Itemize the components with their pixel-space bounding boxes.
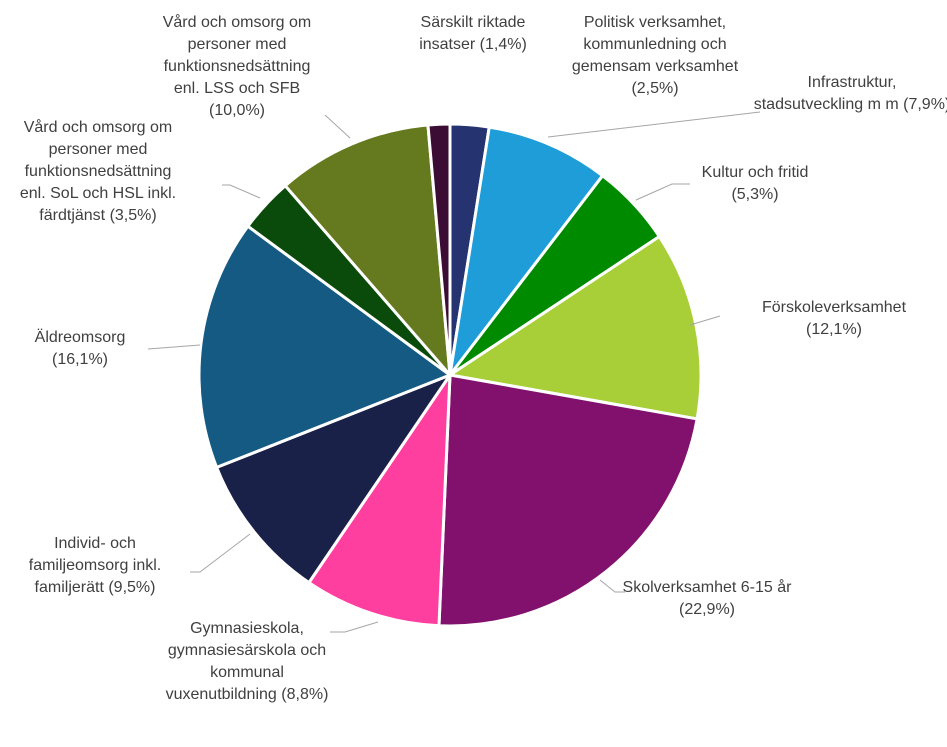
value-label: (3,5%) — [109, 207, 157, 224]
pie-slice — [197, 224, 452, 469]
leader-line — [547, 111, 761, 138]
pie-slice — [437, 373, 699, 628]
leader-line — [222, 184, 261, 199]
pie-slice — [307, 373, 452, 628]
slice-label: Individ- och familjeomsorg inkl. familje… — [8, 533, 183, 599]
value-label: (8,8%) — [281, 686, 329, 703]
slice-label: Politisk verksamhet, kommunledning och g… — [565, 12, 745, 100]
leader-line — [147, 344, 201, 350]
category-label: Kultur och fritid — [701, 164, 809, 181]
pie-slice — [215, 373, 452, 585]
category-label: Vård och omsorg om personer med funktion… — [162, 14, 312, 97]
value-label: (2,5%) — [631, 80, 679, 97]
slice-label: Kultur och fritid (5,3%) — [680, 162, 830, 206]
pie-slice — [448, 235, 703, 421]
category-label: Individ- och familjeomsorg inkl. familje… — [28, 535, 162, 596]
category-label: Infrastruktur, stadsutveckling m m — [753, 74, 899, 113]
leader-line — [190, 533, 251, 573]
leader-line — [635, 183, 690, 201]
category-label: Gymnasieskola, gymnasiesärskola och komm… — [165, 620, 327, 703]
leader-line — [599, 579, 625, 593]
category-label: Vård och omsorg om personer med funktion… — [19, 119, 177, 224]
pie-slice — [283, 123, 452, 377]
leader-line — [324, 114, 351, 139]
leader-line — [689, 315, 721, 326]
value-label: (16,1%) — [51, 351, 109, 368]
leader-line — [330, 621, 379, 633]
category-label: Politisk verksamhet, kommunledning och g… — [571, 14, 739, 75]
pie-slice — [426, 122, 452, 377]
category-label: Äldreomsorg — [34, 329, 126, 346]
category-label: Skolverksamhet 6-15 år — [622, 579, 792, 596]
pie-slice — [448, 125, 605, 377]
slice-label: Vård och omsorg om personer med funktion… — [152, 12, 322, 122]
slice-label: Vård och omsorg om personer med funktion… — [18, 117, 178, 227]
slice-label: Särskilt riktade insatser (1,4%) — [393, 12, 553, 56]
slice-label: Gymnasieskola, gymnasiesärskola och komm… — [162, 618, 332, 706]
value-label: (7,9%) — [903, 96, 947, 113]
slice-label: Skolverksamhet 6-15 år (22,9%) — [617, 577, 797, 621]
value-label: (1,4%) — [479, 36, 527, 53]
value-label: (5,3%) — [731, 186, 779, 203]
category-label: Förskoleverksamhet — [761, 299, 907, 316]
category-label: Särskilt riktade insatser — [419, 14, 526, 53]
value-label: (10,0%) — [208, 102, 266, 119]
value-label: (9,5%) — [108, 579, 156, 596]
value-label: (22,9%) — [678, 601, 736, 618]
value-label: (12,1%) — [805, 321, 863, 338]
slice-label: Förskoleverksamhet (12,1%) — [734, 297, 934, 341]
slice-label: Äldreomsorg (16,1%) — [10, 327, 150, 371]
slice-label: Infrastruktur, stadsutveckling m m (7,9%… — [752, 72, 947, 116]
